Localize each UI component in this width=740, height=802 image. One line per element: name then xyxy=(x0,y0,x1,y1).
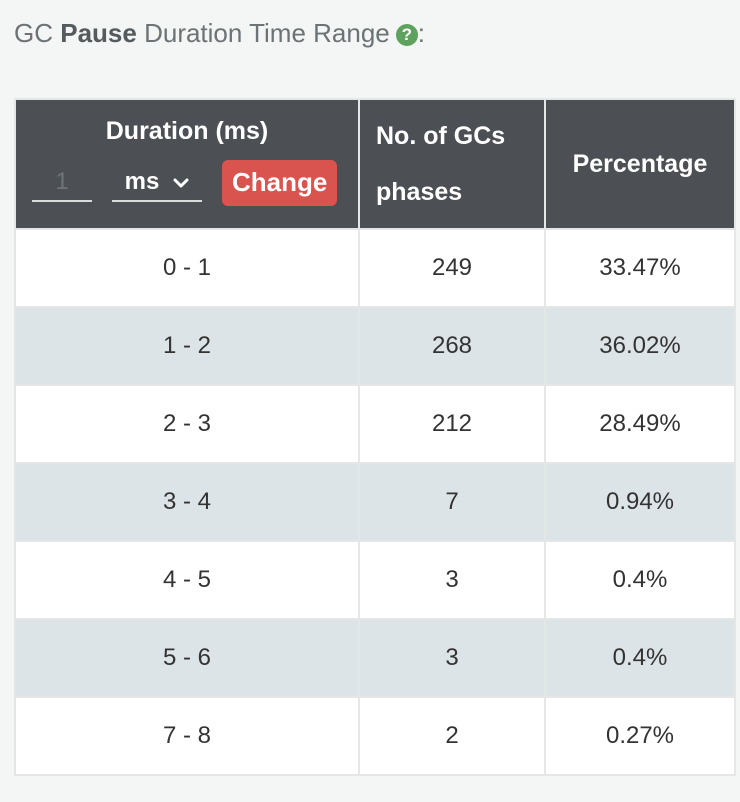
interval-input[interactable] xyxy=(32,163,92,202)
gc-pause-duration-table: Duration (ms) ms Change No. of GCs phase… xyxy=(14,98,736,776)
chevron-down-icon xyxy=(173,168,189,196)
title-suffix: Duration Time Range xyxy=(144,18,390,48)
cell-percentage: 33.47% xyxy=(544,228,736,308)
table-row: 2 - 3 212 28.49% xyxy=(14,384,736,464)
cell-count: 249 xyxy=(358,228,546,308)
header-duration-label: Duration (ms) xyxy=(105,116,269,145)
cell-range: 1 - 2 xyxy=(14,306,360,386)
cell-range: 2 - 3 xyxy=(14,384,360,464)
cell-count: 212 xyxy=(358,384,546,464)
cell-range: 5 - 6 xyxy=(14,618,360,698)
unit-select-value: ms xyxy=(124,167,160,195)
table-header-row: Duration (ms) ms Change No. of GCs phase… xyxy=(14,98,736,230)
cell-percentage: 0.94% xyxy=(544,462,736,542)
cell-percentage: 0.27% xyxy=(544,696,736,776)
interval-controls: ms Change xyxy=(16,159,358,206)
help-icon[interactable]: ? xyxy=(395,24,418,46)
section-title: GC Pause Duration Time Range?: xyxy=(14,18,425,49)
cell-count: 3 xyxy=(358,618,546,698)
cell-range: 7 - 8 xyxy=(14,696,360,776)
header-count: No. of GCs phases xyxy=(358,98,546,230)
table-row: 0 - 1 249 33.47% xyxy=(14,228,736,308)
cell-percentage: 0.4% xyxy=(544,540,736,620)
cell-range: 0 - 1 xyxy=(14,228,360,308)
cell-percentage: 36.02% xyxy=(544,306,736,386)
title-prefix: GC xyxy=(14,18,53,48)
cell-range: 4 - 5 xyxy=(14,540,360,620)
table-row: 5 - 6 3 0.4% xyxy=(14,618,736,698)
cell-count: 3 xyxy=(358,540,546,620)
table-row: 4 - 5 3 0.4% xyxy=(14,540,736,620)
unit-select[interactable]: ms xyxy=(112,164,202,202)
header-duration: Duration (ms) ms Change xyxy=(14,98,360,230)
change-button[interactable]: Change xyxy=(222,159,338,206)
header-percentage: Percentage xyxy=(544,98,736,230)
cell-percentage: 0.4% xyxy=(544,618,736,698)
header-count-line2: phases xyxy=(376,178,463,206)
cell-count: 268 xyxy=(358,306,546,386)
table-row: 1 - 2 268 36.02% xyxy=(14,306,736,386)
table-row: 3 - 4 7 0.94% xyxy=(14,462,736,542)
table-row: 7 - 8 2 0.27% xyxy=(14,696,736,776)
cell-count: 2 xyxy=(358,696,546,776)
cell-range: 3 - 4 xyxy=(14,462,360,542)
title-bold: Pause xyxy=(60,18,137,48)
cell-count: 7 xyxy=(358,462,546,542)
cell-percentage: 28.49% xyxy=(544,384,736,464)
header-count-line1: No. of GCs xyxy=(376,122,506,150)
title-colon: : xyxy=(417,18,425,48)
